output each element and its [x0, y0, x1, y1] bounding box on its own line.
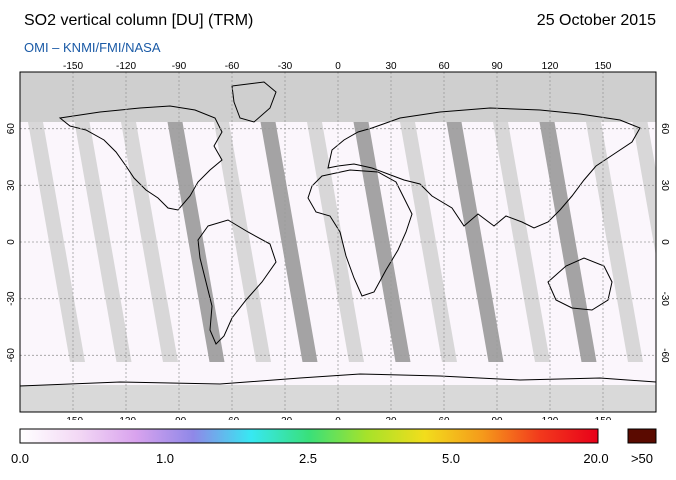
lat-tick-label-left: 0 [6, 239, 17, 245]
south-america-coast [197, 219, 277, 345]
lon-tick-label-bottom: 60 [438, 416, 450, 420]
lon-tick-label-top: -150 [63, 61, 83, 72]
coastlines [20, 81, 656, 387]
colorbar-overflow-box [627, 428, 657, 444]
right-lat-labels: 60 30 0 -30 -60 [659, 123, 670, 363]
lon-tick-label-bottom: 120 [542, 416, 559, 420]
antarctica-coast [20, 373, 656, 387]
africa-coast [307, 169, 413, 297]
lon-tick-label-top: 0 [335, 61, 341, 72]
colorbar-label-1: 1.0 [155, 451, 175, 466]
lon-tick-label-top: -90 [172, 61, 187, 72]
map-frame [19, 71, 657, 413]
colorbar-gradient [19, 428, 599, 444]
lat-tick-label-left: 30 [6, 179, 17, 191]
north-america-coast [58, 105, 223, 211]
orbit-gap-band [353, 122, 411, 362]
lon-tick-label-bottom: -90 [172, 416, 187, 420]
lon-tick-label-top: 90 [491, 61, 503, 72]
graticule [20, 72, 656, 412]
lon-tick-label-top: 30 [385, 61, 397, 72]
lat-tick-label-right: 30 [659, 180, 670, 192]
lat-tick-label-right: 60 [659, 123, 670, 135]
lon-tick-label-bottom: -120 [116, 416, 136, 420]
orbit-gap-band [307, 122, 364, 362]
lon-tick-label-bottom: 0 [335, 416, 341, 420]
orbit-gap-band [632, 122, 656, 257]
colorbar-label-3: 5.0 [441, 451, 461, 466]
lon-tick-label-top: -30 [278, 61, 293, 72]
lon-tick-label-top: -60 [225, 61, 240, 72]
eurasia-coast [327, 107, 641, 229]
lon-tick-label-bottom: 150 [595, 416, 612, 420]
top-lon-labels: -150 -120 -90 -60 -30 0 30 60 90 120 150 [63, 61, 612, 72]
lon-tick-label-top: -120 [116, 61, 136, 72]
australia-coast [547, 257, 613, 311]
lat-tick-label-left: 60 [6, 123, 17, 135]
colorbar-label-4: 20.0 [583, 451, 609, 466]
lat-tick-label-left: -30 [6, 291, 17, 306]
map-title: SO2 vertical column [DU] (TRM) [24, 12, 254, 29]
orbit-gap-band [74, 122, 132, 362]
data-credit: OMI – KNMI/FMI/NASA [24, 40, 161, 55]
orbit-gap-band [446, 122, 504, 362]
colorbar-label-2: 2.5 [298, 451, 318, 466]
lon-tick-label-bottom: 30 [385, 416, 397, 420]
map-date: 25 October 2015 [536, 12, 656, 29]
lon-tick-label-bottom: -150 [63, 416, 83, 420]
bottom-lon-labels: -150 -120 -90 -60 -30 0 30 60 90 120 150 [63, 416, 612, 420]
colorbar-label-0: 0.0 [10, 451, 30, 466]
greenland-coast [231, 81, 277, 123]
lon-tick-label-bottom: 90 [491, 416, 503, 420]
colorbar-label-5: >50 [630, 451, 654, 466]
lon-tick-label-bottom: -60 [225, 416, 240, 420]
orbit-gap-band [586, 122, 643, 362]
colorbar [19, 428, 657, 444]
lon-tick-label-bottom: -30 [278, 416, 293, 420]
lon-tick-label-top: 60 [438, 61, 450, 72]
lat-tick-label-right: -30 [659, 291, 670, 306]
lat-tick-label-left: -60 [6, 348, 17, 363]
lat-tick-label-right: -60 [659, 348, 670, 363]
lon-tick-label-top: 120 [542, 61, 559, 72]
left-lat-labels: 60 30 0 -30 -60 [6, 123, 17, 363]
lon-tick-label-top: 150 [595, 61, 612, 72]
orbit-gap-band [214, 122, 271, 362]
lat-tick-label-right: 0 [659, 239, 670, 245]
